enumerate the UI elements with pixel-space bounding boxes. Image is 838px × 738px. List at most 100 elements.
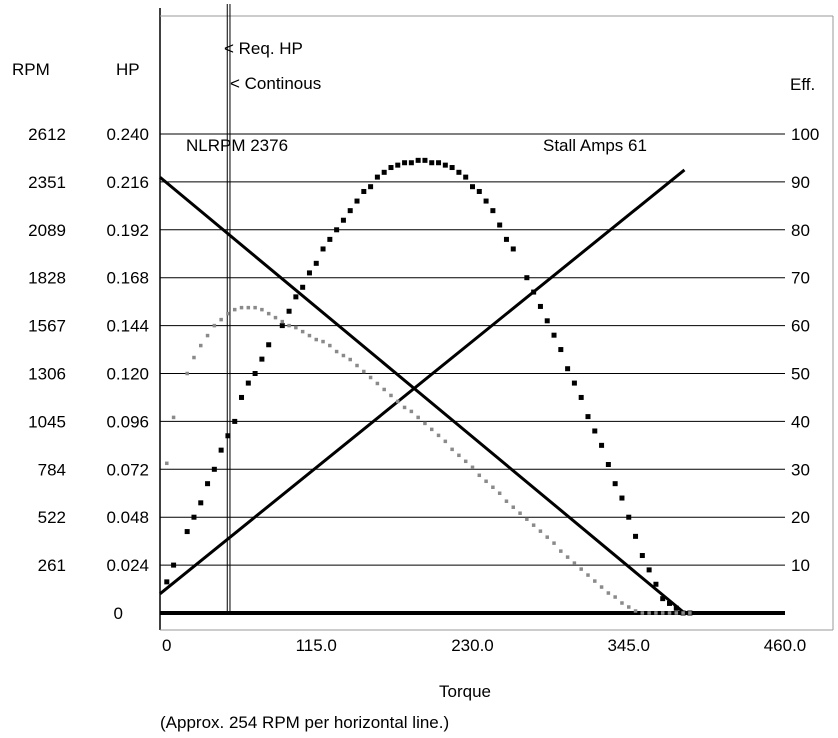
- hp-tick-label: 0.168: [106, 269, 149, 288]
- efficiency-point: [422, 157, 428, 163]
- efficiency-point: [171, 562, 177, 568]
- efficiency-point: [436, 160, 442, 166]
- efficiency-point: [558, 347, 564, 353]
- hp-tick-label: 0.192: [106, 221, 149, 240]
- hp-point: [389, 393, 393, 398]
- efficiency-point: [395, 162, 401, 168]
- hp-point: [212, 323, 217, 328]
- efficiency-point: [537, 303, 543, 309]
- hp-point: [613, 595, 617, 599]
- hp-point: [341, 353, 346, 358]
- x-tick-label: 460.0: [764, 636, 807, 655]
- efficiency-point: [354, 198, 360, 204]
- efficiency-point: [442, 162, 448, 168]
- data-series: [159, 157, 693, 616]
- hp-tick-label: 0.144: [106, 317, 149, 336]
- efficiency-point: [599, 442, 605, 448]
- amps-line: [159, 168, 686, 596]
- efficiency-point: [585, 414, 591, 420]
- hp-point: [402, 405, 407, 410]
- rpm-axis-header: RPM: [12, 60, 50, 79]
- hp-point: [382, 387, 386, 392]
- eff-tick-label: 10: [791, 556, 810, 575]
- eff-tick-label: 40: [791, 412, 810, 431]
- efficiency-point: [565, 366, 571, 372]
- rpm-tick-label: 522: [38, 508, 66, 527]
- hp-point: [436, 433, 441, 438]
- rpm-tick-label: 261: [38, 556, 66, 575]
- hp-tick-label: 0.240: [106, 125, 149, 144]
- efficiency-point: [334, 227, 340, 233]
- efficiency-point: [252, 371, 258, 376]
- efficiency-point: [306, 270, 312, 276]
- efficiency-point: [510, 246, 516, 252]
- efficiency-point: [286, 308, 292, 314]
- req-hp-and-continuous-markers: [226, 4, 231, 613]
- x-tick-label: 345.0: [607, 636, 650, 655]
- hp-point: [688, 611, 692, 615]
- efficiency-point: [300, 284, 306, 290]
- efficiency-point: [361, 188, 367, 194]
- efficiency-point: [232, 418, 238, 424]
- hp-point: [294, 325, 298, 330]
- efficiency-point: [551, 332, 557, 338]
- efficiency-point: [639, 553, 645, 559]
- efficiency-point: [225, 433, 231, 439]
- hp-point: [525, 517, 529, 521]
- eff-tick-label: 70: [791, 269, 810, 288]
- hp-point: [246, 305, 251, 310]
- hp-point: [450, 447, 454, 452]
- hp-point: [423, 421, 427, 426]
- hp-point: [362, 369, 366, 374]
- rpm-tick-label: 0: [114, 604, 123, 623]
- hp-point: [531, 523, 536, 527]
- hp-point: [674, 611, 679, 615]
- hp-tick-label: 0.024: [106, 556, 149, 575]
- hp-point: [219, 317, 223, 322]
- efficiency-point: [245, 380, 251, 386]
- efficiency-point: [293, 294, 299, 300]
- hp-point: [497, 491, 502, 495]
- efficiency-point: [164, 579, 170, 585]
- rpm-tick-label: 1567: [28, 317, 66, 336]
- hp-point: [266, 311, 271, 316]
- efficiency-point: [211, 466, 217, 472]
- hp-point: [409, 409, 414, 414]
- efficiency-point: [368, 184, 374, 190]
- hp-point: [518, 511, 522, 515]
- efficiency-point: [571, 380, 577, 386]
- efficiency-point: [524, 275, 530, 281]
- hp-point: [199, 343, 203, 348]
- efficiency-point: [592, 428, 598, 434]
- eff-tick-label: 80: [791, 221, 810, 240]
- hp-point: [491, 485, 495, 490]
- efficiency-point: [415, 157, 421, 163]
- hp-point: [260, 307, 264, 312]
- efficiency-point: [667, 600, 673, 606]
- hp-point: [545, 535, 549, 539]
- hp-point: [232, 307, 237, 312]
- efficiency-point: [483, 198, 489, 204]
- hp-point: [538, 529, 543, 533]
- efficiency-point: [184, 529, 190, 535]
- efficiency-point: [340, 217, 346, 223]
- hp-point: [511, 505, 516, 509]
- x-tick-label: 115.0: [296, 636, 337, 655]
- hp-point: [681, 611, 685, 615]
- efficiency-point: [449, 165, 455, 171]
- hp-tick-label: 0.216: [106, 173, 149, 192]
- eff-tick-label: 30: [791, 460, 810, 479]
- efficiency-point: [578, 394, 584, 400]
- efficiency-point: [327, 236, 333, 242]
- hp-point: [416, 415, 420, 420]
- hp-point: [627, 605, 631, 609]
- efficiency-point: [429, 160, 435, 166]
- efficiency-point: [476, 188, 482, 194]
- hp-point: [647, 611, 651, 615]
- hp-point: [171, 415, 176, 420]
- hp-point: [559, 549, 563, 553]
- hp-point: [504, 499, 509, 503]
- hp-point: [314, 337, 318, 342]
- eff-tick-label: 90: [791, 173, 810, 192]
- hp-point: [205, 333, 210, 338]
